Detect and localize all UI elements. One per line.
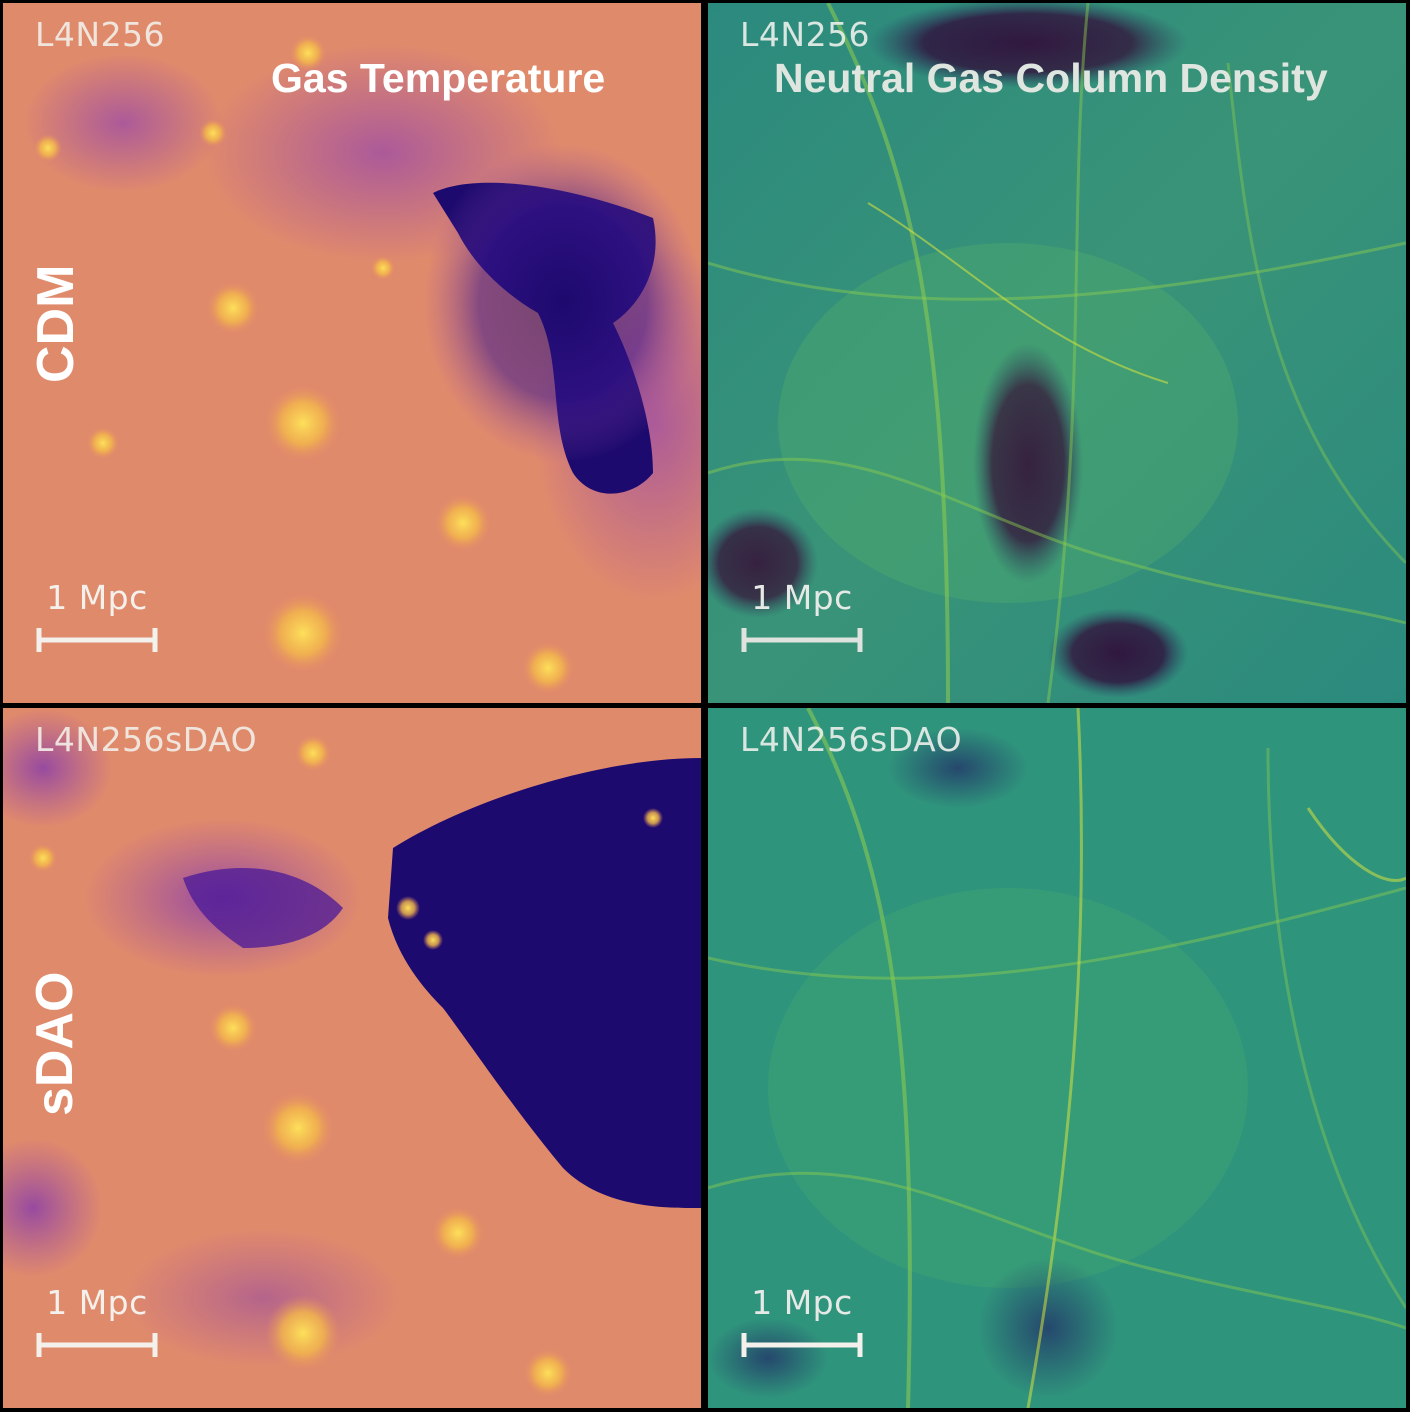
panel-sdao-temperature: L4N256sDAO sDAO 1 Mpc <box>3 708 701 1408</box>
scale-bar-line <box>741 1333 863 1357</box>
density-map-cdm <box>708 3 1406 703</box>
temperature-map-sdao <box>3 708 701 1408</box>
run-label: L4N256 <box>740 15 871 54</box>
scale-bar: 1 Mpc <box>740 1284 864 1358</box>
scale-bar-label: 1 Mpc <box>751 1283 853 1322</box>
panel-title-gas-temperature: Gas Temperature <box>271 55 606 101</box>
scale-bar-line <box>36 1333 158 1357</box>
panel-cdm-temperature: L4N256 Gas Temperature CDM 1 Mpc <box>3 3 701 703</box>
model-label-cdm: CDM <box>27 264 85 383</box>
run-label: L4N256sDAO <box>35 720 258 759</box>
model-label-sdao: sDAO <box>26 971 84 1116</box>
scale-bar: 1 Mpc <box>35 579 159 653</box>
panel-title-neutral-gas-column-density: Neutral Gas Column Density <box>774 55 1328 101</box>
scale-bar-line <box>741 628 863 652</box>
panel-cdm-density: L4N256 Neutral Gas Column Density 1 Mpc <box>708 3 1406 703</box>
scale-bar: 1 Mpc <box>35 1284 159 1358</box>
panel-sdao-density: L4N256sDAO 1 Mpc <box>708 708 1406 1408</box>
scale-bar-label: 1 Mpc <box>46 578 148 617</box>
scale-bar: 1 Mpc <box>740 579 864 653</box>
temperature-map-cdm <box>3 3 701 703</box>
scale-bar-label: 1 Mpc <box>46 1283 148 1322</box>
density-map-sdao <box>708 708 1406 1408</box>
scale-bar-label: 1 Mpc <box>751 578 853 617</box>
scale-bar-line <box>36 628 158 652</box>
run-label: L4N256sDAO <box>740 720 963 759</box>
run-label: L4N256 <box>35 15 166 54</box>
